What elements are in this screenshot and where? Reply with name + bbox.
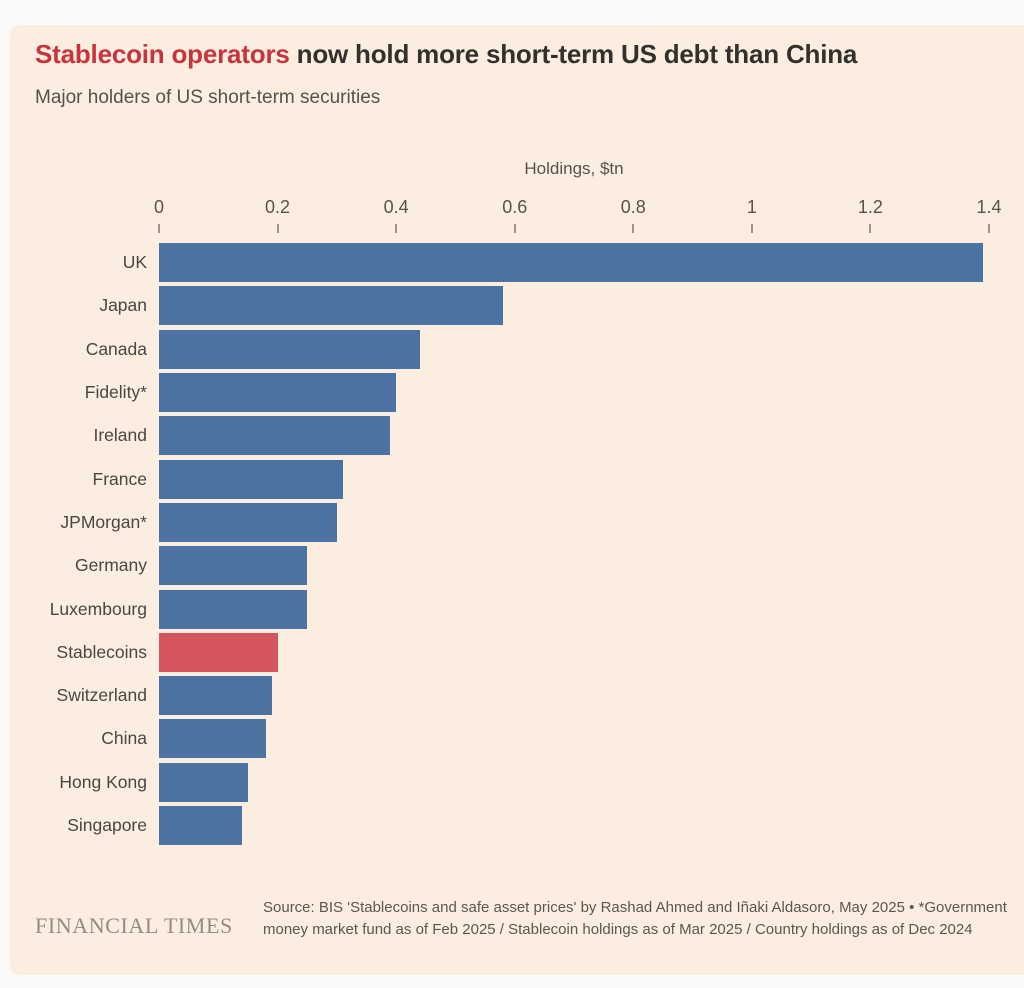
chart-row: Japan: [10, 284, 1024, 327]
bar-track: [159, 416, 989, 456]
category-label: China: [101, 728, 147, 749]
x-tick-mark: [869, 224, 872, 233]
category-label: Switzerland: [56, 685, 147, 706]
chart-row: Luxembourg: [10, 587, 1024, 630]
x-tick-label: 0: [153, 197, 165, 217]
chart-row: Ireland: [10, 414, 1024, 457]
chart-title: Stablecoin operators now hold more short…: [35, 39, 857, 70]
chart-row: Singapore: [10, 804, 1024, 847]
chart-subtitle: Major holders of US short-term securitie…: [35, 87, 381, 108]
bar-track: [159, 373, 989, 413]
bar-track: [159, 459, 989, 499]
bar: [159, 676, 272, 716]
bar-track: [159, 546, 989, 586]
bar: [159, 589, 308, 629]
bar-track: [159, 329, 989, 369]
chart-row: UK: [10, 241, 1024, 284]
chart-row: Stablecoins: [10, 631, 1024, 674]
bar-track: [159, 589, 989, 629]
x-tick-mark: [988, 224, 990, 233]
chart-row: China: [10, 717, 1024, 760]
x-tick-mark: [632, 224, 635, 233]
bar: [159, 806, 242, 845]
x-tick-mark: [276, 224, 279, 233]
category-label: JPMorgan*: [60, 511, 147, 532]
bar: [159, 546, 308, 586]
chart-card: Stablecoin operators now hold more short…: [10, 25, 1024, 975]
bar: [159, 286, 503, 326]
bar: [159, 416, 391, 456]
chart-row: Germany: [10, 544, 1024, 587]
x-axis-title: Holdings, $tn: [524, 159, 624, 178]
category-label: Germany: [75, 555, 147, 576]
category-label: Hong Kong: [59, 771, 147, 792]
bar-track: [159, 806, 989, 845]
chart-row: Canada: [10, 328, 1024, 371]
x-tick-label: 0.2: [265, 197, 291, 217]
bar-track: [159, 762, 989, 802]
x-tick-mark: [750, 224, 753, 233]
category-label: Stablecoins: [56, 641, 147, 662]
category-label: Canada: [85, 338, 147, 359]
bar-track: [159, 676, 989, 716]
chart-title-highlight: Stablecoin operators: [35, 39, 290, 69]
bar: [159, 762, 248, 802]
x-tick-label: 0.8: [620, 197, 646, 217]
category-label: Luxembourg: [49, 598, 147, 619]
bar-highlight: [159, 632, 278, 672]
bar-track: [159, 286, 989, 326]
category-label: Japan: [99, 295, 147, 316]
bar: [159, 459, 343, 499]
category-label: Ireland: [93, 425, 147, 446]
source-note: Source: BIS 'Stablecoins and safe asset …: [263, 899, 1007, 938]
chart-row: JPMorgan*: [10, 501, 1024, 544]
x-tick-label: 1.2: [857, 197, 883, 217]
x-tick-label: 1: [746, 197, 757, 217]
category-label: France: [92, 468, 147, 489]
x-tick-mark: [158, 224, 160, 233]
bar: [159, 329, 420, 369]
bar-track: [159, 719, 989, 759]
x-tick-label: 0.6: [502, 197, 528, 217]
bar-track: [159, 502, 989, 542]
bar-track: [159, 243, 989, 283]
x-tick-label: 1.4: [976, 197, 1002, 217]
x-tick-mark: [513, 224, 516, 233]
bar: [159, 502, 337, 542]
bar-rows: UK Japan Canada Fidelity* Ireland France JPMor…: [10, 241, 1024, 847]
category-label: UK: [122, 252, 147, 273]
bar: [159, 243, 984, 283]
chart-row: Fidelity*: [10, 371, 1024, 414]
chart-row: France: [10, 457, 1024, 500]
bar: [159, 719, 266, 759]
x-tick-label: 0.4: [383, 197, 409, 217]
chart-row: Hong Kong: [10, 761, 1024, 804]
chart-row: Switzerland: [10, 674, 1024, 717]
bar: [159, 373, 397, 413]
category-label: Fidelity*: [84, 382, 147, 403]
chart-title-rest: now hold more short-term US debt than Ch…: [289, 39, 858, 69]
bar-track: [159, 632, 989, 672]
financial-times-logo: FINANCIAL TIMES: [35, 913, 233, 938]
category-label: Singapore: [67, 815, 147, 835]
x-tick-mark: [395, 224, 398, 233]
